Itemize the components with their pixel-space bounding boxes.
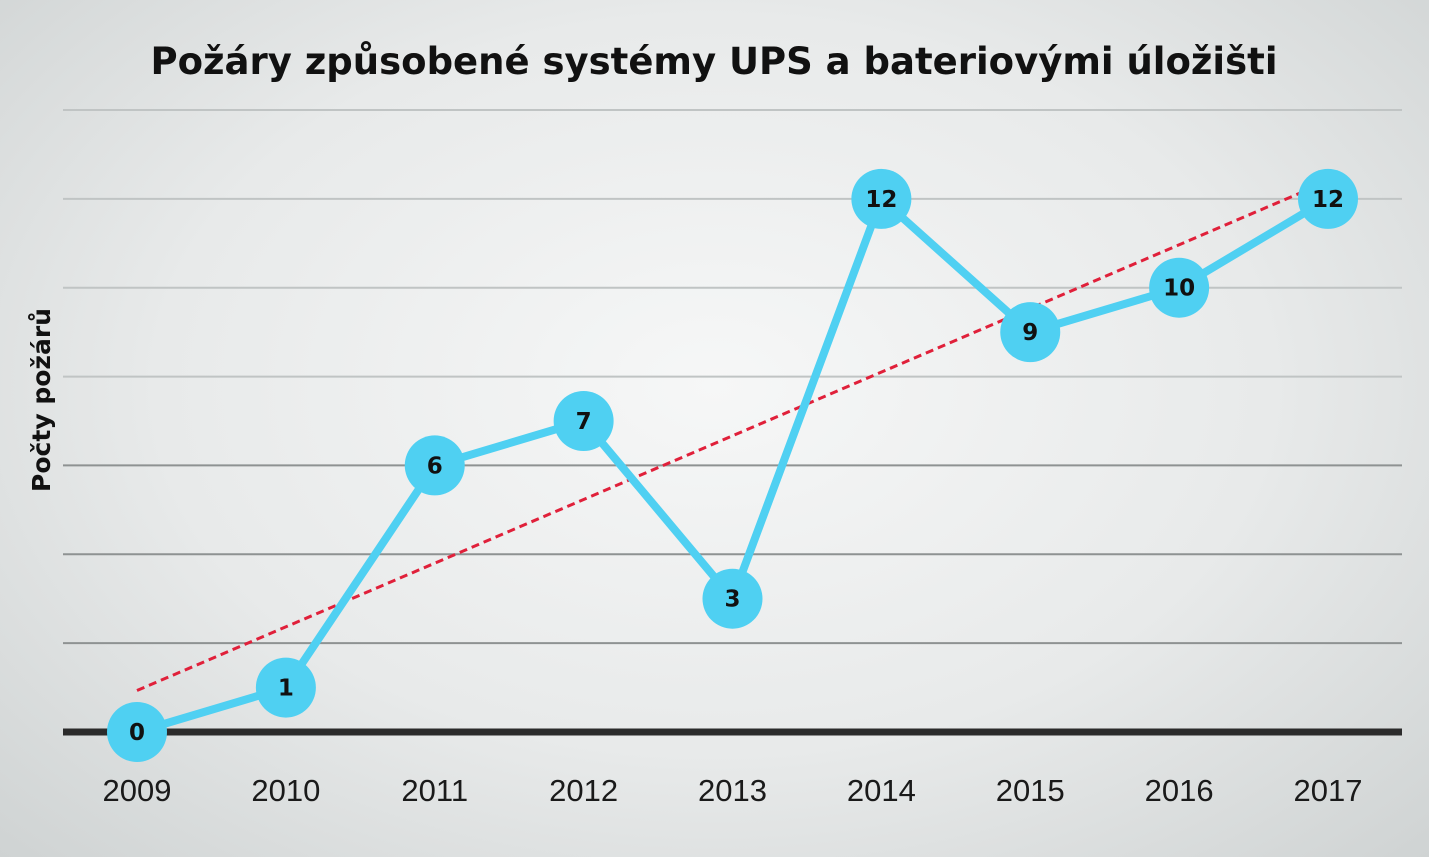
data-point xyxy=(107,702,167,762)
data-label: 12 xyxy=(865,187,897,213)
x-tick-label: 2015 xyxy=(996,773,1065,808)
data-point xyxy=(1298,168,1358,229)
x-tick-label: 2013 xyxy=(698,773,767,808)
series-layer: 0 1 6 7 3 12 9 10 12 xyxy=(107,168,1358,762)
data-label: 0 xyxy=(129,720,145,746)
data-label: 3 xyxy=(724,587,740,613)
data-point xyxy=(255,657,316,718)
gridlines xyxy=(63,109,1402,645)
x-tick-label: 2012 xyxy=(549,773,618,808)
data-point xyxy=(851,168,912,229)
data-point xyxy=(404,435,465,496)
data-label: 1 xyxy=(278,676,294,702)
data-point xyxy=(702,568,763,629)
x-tick-label: 2017 xyxy=(1294,773,1363,808)
x-tick-labels: 2009 2010 2011 2012 2013 2014 2015 2016 2017 xyxy=(103,773,1363,808)
data-label: 6 xyxy=(427,453,443,479)
chart-title: Požáry způsobené systémy UPS a bateriový… xyxy=(150,40,1277,83)
x-tick-label: 2011 xyxy=(401,773,468,808)
data-label: 12 xyxy=(1312,187,1344,213)
trendline xyxy=(136,179,1329,692)
data-label: 7 xyxy=(576,409,592,435)
data-point xyxy=(553,391,614,451)
data-label: 9 xyxy=(1022,320,1038,346)
x-tick-label: 2009 xyxy=(103,773,172,808)
trendline-layer xyxy=(136,179,1329,692)
x-tick-label: 2016 xyxy=(1145,773,1214,808)
data-point xyxy=(1000,302,1061,363)
data-label: 10 xyxy=(1163,276,1195,302)
x-tick-label: 2014 xyxy=(847,773,916,808)
data-point xyxy=(1149,257,1210,318)
y-axis-label: Počty požárů xyxy=(27,308,56,492)
x-tick-label: 2010 xyxy=(251,773,320,808)
